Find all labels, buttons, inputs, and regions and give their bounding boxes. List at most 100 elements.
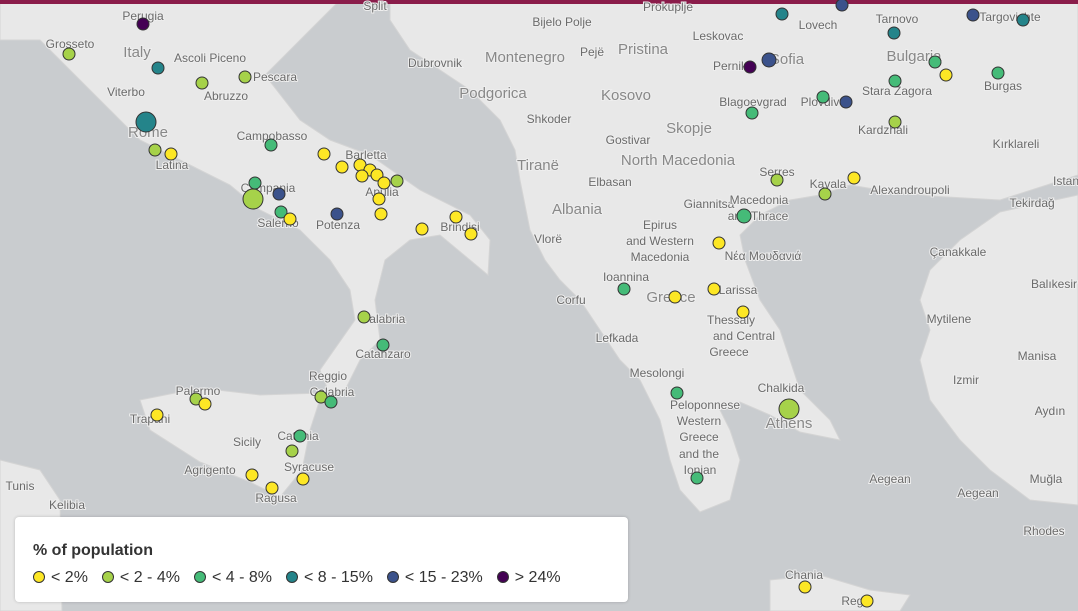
- city-marker: [707, 282, 721, 296]
- city-marker: [415, 222, 429, 236]
- legend-item: < 8 - 15%: [285, 569, 373, 587]
- place-label: Alexandroupoli: [870, 183, 949, 197]
- place-label: Istan: [1053, 174, 1078, 188]
- city-marker: [335, 160, 349, 174]
- place-label: Tekirdağ: [1009, 196, 1054, 210]
- place-label: Italy: [123, 44, 151, 61]
- place-label: Skopje: [666, 120, 712, 137]
- place-label: Muğla: [1030, 472, 1063, 486]
- place-label: Chania: [785, 568, 823, 582]
- legend-item: < 15 - 23%: [386, 569, 483, 587]
- place-label: Elbasan: [588, 175, 631, 189]
- city-marker: [761, 52, 777, 68]
- city-marker: [847, 171, 861, 185]
- place-label: Mesolongi: [630, 366, 685, 380]
- city-marker: [390, 174, 404, 188]
- city-marker: [966, 8, 980, 22]
- city-marker: [135, 111, 157, 133]
- city-marker: [778, 398, 800, 420]
- city-marker: [928, 55, 942, 69]
- city-marker: [151, 61, 165, 75]
- place-label: Pescara: [253, 70, 297, 84]
- city-marker: [775, 7, 789, 21]
- place-label: Campobasso: [237, 129, 308, 143]
- city-marker: [464, 227, 478, 241]
- place-label: Greece: [709, 345, 749, 359]
- city-marker: [372, 192, 386, 206]
- place-label: Corfu: [556, 293, 585, 307]
- place-label: Dubrovnik: [408, 56, 463, 70]
- place-label: and Western: [626, 234, 694, 248]
- city-marker: [818, 187, 832, 201]
- legend-swatch: [33, 571, 45, 583]
- city-marker: [374, 207, 388, 221]
- place-label: Grosseto: [46, 37, 95, 51]
- place-label: Mytilene: [927, 312, 972, 326]
- place-label: Abruzzo: [204, 89, 248, 103]
- place-label: Ragusa: [255, 491, 297, 505]
- place-label: Ioannina: [603, 270, 649, 284]
- legend-label: < 8 - 15%: [303, 569, 373, 586]
- place-label: Catanzaro: [355, 347, 411, 361]
- city-marker: [272, 187, 286, 201]
- legend-item: < 2%: [33, 569, 88, 587]
- city-marker: [245, 468, 259, 482]
- place-label: Latina: [156, 158, 189, 172]
- place-label: Agrigento: [184, 463, 236, 477]
- city-marker: [148, 143, 162, 157]
- city-marker: [690, 471, 704, 485]
- city-marker: [317, 147, 331, 161]
- place-label: Balıkesir: [1031, 277, 1077, 291]
- place-label: Kelibia: [49, 498, 85, 512]
- place-label: Calabria: [361, 312, 406, 326]
- place-label: Gostivar: [606, 133, 651, 147]
- city-marker: [991, 66, 1005, 80]
- place-label: Izmir: [953, 373, 979, 387]
- place-label: Macedonia: [631, 250, 690, 264]
- legend-item: > 24%: [496, 569, 561, 587]
- city-marker: [283, 212, 297, 226]
- city-marker: [355, 169, 369, 183]
- place-label: Pernik: [713, 59, 748, 73]
- city-marker: [198, 397, 212, 411]
- place-label: Greece: [679, 430, 719, 444]
- city-marker: [839, 95, 853, 109]
- place-label: Shkoder: [527, 112, 572, 126]
- city-marker: [449, 210, 463, 224]
- place-label: Çanakkale: [930, 245, 987, 259]
- city-marker: [736, 208, 752, 224]
- city-marker: [887, 26, 901, 40]
- place-label: Aydın: [1035, 404, 1065, 418]
- city-marker: [285, 444, 299, 458]
- place-label: Aegean: [957, 486, 998, 500]
- city-marker: [150, 408, 164, 422]
- city-marker: [376, 338, 390, 352]
- place-label: Ascoli Piceno: [174, 51, 246, 65]
- legend-label: < 15 - 23%: [404, 569, 483, 586]
- place-label: Giannitsa: [684, 197, 735, 211]
- city-marker: [195, 76, 209, 90]
- city-marker: [264, 138, 278, 152]
- place-label: Vlorë: [534, 232, 562, 246]
- place-label: Athens: [766, 415, 813, 432]
- place-label: Sicily: [233, 435, 261, 449]
- city-marker: [377, 176, 391, 190]
- place-label: Viterbo: [107, 85, 145, 99]
- legend: % of population < 2% < 2 - 4% < 4 - 8% < 8 …: [15, 517, 628, 602]
- city-marker: [668, 290, 682, 304]
- city-marker: [164, 147, 178, 161]
- place-label: Podgorica: [459, 85, 527, 102]
- place-label: Kavala: [810, 177, 847, 191]
- legend-label: < 2%: [51, 569, 88, 586]
- city-marker: [1016, 13, 1030, 27]
- legend-swatch: [496, 571, 509, 583]
- place-label: Barletta: [345, 148, 387, 162]
- legend-swatch: [101, 571, 114, 583]
- place-label: Pristina: [618, 41, 669, 58]
- legend-items: < 2% < 2 - 4% < 4 - 8% < 8 - 15% < 15 - 23% >…: [33, 569, 561, 587]
- place-label: Trapani: [130, 412, 170, 426]
- place-label: Blagoevgrad: [719, 95, 786, 109]
- city-marker: [835, 0, 849, 12]
- legend-swatch: [285, 571, 298, 583]
